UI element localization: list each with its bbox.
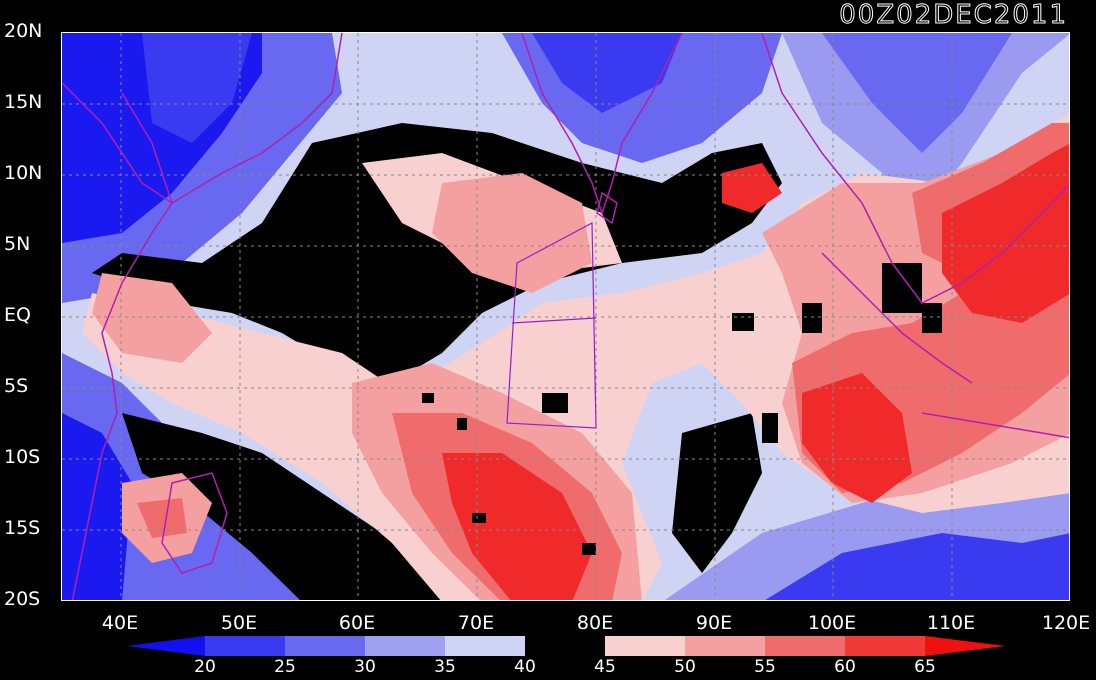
lat-label-5s: 5S [4,375,29,397]
colorbar-label-60: 60 [834,657,856,677]
colorbar-label-20: 20 [194,657,216,677]
coast-sea [761,33,1069,304]
region-deepred-ne [942,144,1069,323]
map-canvas [61,32,1070,601]
lat-label-20n: 20N [4,20,43,42]
colorbar-label-65: 65 [914,657,936,677]
grid-lines [62,33,1069,600]
lat-label-20s: 20S [4,588,41,610]
colorbar-arrow-left [127,636,205,656]
lon-label-100e: 100E [807,612,857,634]
analysis-box [506,222,597,429]
region-black-band-south [122,413,441,600]
lat-label-15s: 15S [4,517,41,539]
lon-label-60e: 60E [338,612,376,634]
colorbar-swatch-30-35 [365,636,445,656]
colorbar-swatch-35-40 [445,636,525,656]
region-arabia-mid [142,33,252,143]
colorbar-swatch-20-25 [205,636,285,656]
region-black-east [672,413,762,573]
region-india-deepblue [532,33,682,113]
lat-label-10n: 10N [4,162,43,184]
lon-label-80e: 80E [576,612,614,634]
colorbar-label-45: 45 [594,657,616,677]
colorbar-swatch-50-55 [685,636,765,656]
lat-label-10s: 10S [4,446,41,468]
region-ne-deepblue [822,33,1012,153]
coast-madagascar [161,472,228,574]
lat-label-eq: EQ [4,304,31,326]
coast-india [521,33,683,216]
coastlines [62,33,1069,600]
coast-sumatra [821,252,973,384]
lat-label-5n: 5N [4,233,31,255]
colorbar-label-50: 50 [674,657,696,677]
region-se-deepblue [765,533,1069,600]
colorbar-swatch-60-65 [845,636,925,656]
colorbar-swatch-25-30 [285,636,365,656]
lon-label-110e: 110E [926,612,976,634]
region-deepred-east [802,373,912,503]
lon-label-70e: 70E [457,612,495,634]
region-sw-deepblue [62,413,132,600]
colorbar-label-35: 35 [434,657,456,677]
lon-label-40e: 40E [101,612,139,634]
black-speckles [422,263,942,555]
colorbar-arrow-right [925,636,1005,656]
colorbar-label-55: 55 [754,657,776,677]
colorbar-swatch-45-50 [605,636,685,656]
region-lightred-north [432,173,592,293]
map-title: 00Z02DEC2011 [839,0,1068,31]
region-lightred-west [92,273,212,363]
contour-field [62,33,1069,600]
region-deepred-south [442,453,592,600]
lon-label-50e: 50E [220,612,258,634]
lon-label-90e: 90E [695,612,733,634]
colorbar-label-25: 25 [274,657,296,677]
region-madagascar-deepred [137,498,187,538]
coast-arabia [62,33,343,204]
colorbar-swatch-40-45 [525,636,605,656]
colorbar-label-30: 30 [354,657,376,677]
colorbar-label-40: 40 [514,657,536,677]
coast-africa [71,92,173,600]
coast-srilanka [596,191,618,225]
colorbar-swatch-55-60 [765,636,845,656]
region-black-band-north [92,123,782,383]
lat-label-15n: 15N [4,91,43,113]
lon-label-120e: 120E [1041,612,1091,634]
coast-java [921,412,1069,439]
